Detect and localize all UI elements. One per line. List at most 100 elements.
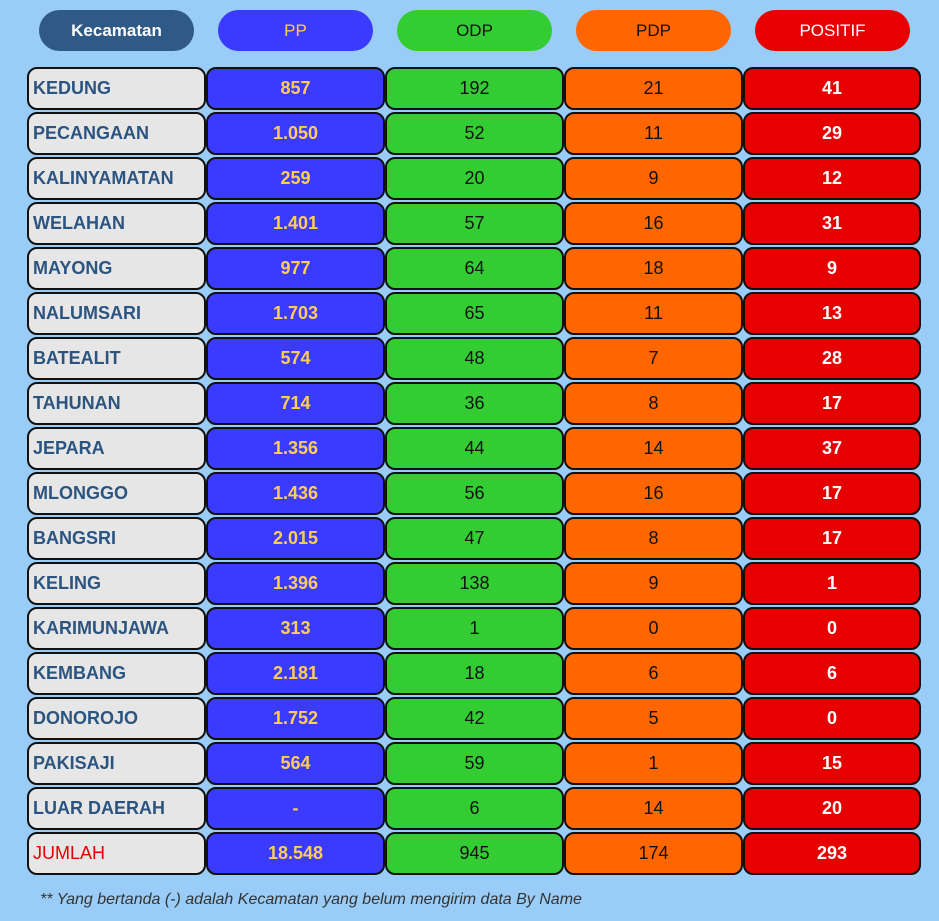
table-row: MAYONG 977 64 18 9	[0, 247, 939, 292]
cell-name: WELAHAN	[27, 202, 206, 245]
cell-odp: 64	[385, 247, 564, 290]
cell-pdp: 6	[564, 652, 743, 695]
cell-pdp: 21	[564, 67, 743, 110]
cell-positif: 0	[743, 607, 921, 650]
cell-pp: 1.401	[206, 202, 385, 245]
cell-pdp: 16	[564, 472, 743, 515]
cell-name: DONOROJO	[27, 697, 206, 740]
table-row: KELING 1.396 138 9 1	[0, 562, 939, 607]
total-row: JUMLAH 18.548 945 174 293	[0, 832, 939, 877]
total-cell-odp: 945	[385, 832, 564, 875]
cell-name: JEPARA	[27, 427, 206, 470]
table-row: PECANGAAN 1.050 52 11 29	[0, 112, 939, 157]
total-cell-pp: 18.548	[206, 832, 385, 875]
cell-pp: 977	[206, 247, 385, 290]
cell-pp: 1.703	[206, 292, 385, 335]
cell-odp: 47	[385, 517, 564, 560]
cell-name: BATEALIT	[27, 337, 206, 380]
cell-pp: 1.752	[206, 697, 385, 740]
table-row: KALINYAMATAN 259 20 9 12	[0, 157, 939, 202]
cell-pp: 1.396	[206, 562, 385, 605]
cell-positif: 9	[743, 247, 921, 290]
header-positif: POSITIF	[755, 10, 910, 51]
cell-pdp: 11	[564, 112, 743, 155]
table-row: PAKISAJI 564 59 1 15	[0, 742, 939, 787]
cell-odp: 6	[385, 787, 564, 830]
cell-pdp: 8	[564, 382, 743, 425]
cell-name: LUAR DAERAH	[27, 787, 206, 830]
cell-pdp: 14	[564, 427, 743, 470]
header-kecamatan: Kecamatan	[39, 10, 194, 51]
cell-positif: 1	[743, 562, 921, 605]
cell-name: PAKISAJI	[27, 742, 206, 785]
cell-positif: 13	[743, 292, 921, 335]
cell-odp: 42	[385, 697, 564, 740]
table-row: MLONGGO 1.436 56 16 17	[0, 472, 939, 517]
cell-pp: 1.356	[206, 427, 385, 470]
cell-pp: 857	[206, 67, 385, 110]
cell-positif: 20	[743, 787, 921, 830]
cell-pdp: 11	[564, 292, 743, 335]
table-row: KEDUNG 857 192 21 41	[0, 67, 939, 112]
cell-positif: 17	[743, 517, 921, 560]
cell-name: KEDUNG	[27, 67, 206, 110]
cell-name: KEMBANG	[27, 652, 206, 695]
cell-odp: 44	[385, 427, 564, 470]
table-row: KARIMUNJAWA 313 1 0 0	[0, 607, 939, 652]
cell-pp: 1.050	[206, 112, 385, 155]
total-cell-pdp: 174	[564, 832, 743, 875]
cell-positif: 17	[743, 382, 921, 425]
cell-name: KARIMUNJAWA	[27, 607, 206, 650]
cell-pdp: 9	[564, 562, 743, 605]
cell-positif: 31	[743, 202, 921, 245]
table-row: TAHUNAN 714 36 8 17	[0, 382, 939, 427]
cell-odp: 192	[385, 67, 564, 110]
cell-pdp: 18	[564, 247, 743, 290]
cell-pdp: 8	[564, 517, 743, 560]
cell-pdp: 7	[564, 337, 743, 380]
header-pp: PP	[218, 10, 373, 51]
table-row: JEPARA 1.356 44 14 37	[0, 427, 939, 472]
cell-pp: 2.181	[206, 652, 385, 695]
cell-pp: 259	[206, 157, 385, 200]
cell-odp: 59	[385, 742, 564, 785]
table-row: DONOROJO 1.752 42 5 0	[0, 697, 939, 742]
cell-pp: 313	[206, 607, 385, 650]
cell-odp: 48	[385, 337, 564, 380]
table-row: WELAHAN 1.401 57 16 31	[0, 202, 939, 247]
header-pdp: PDP	[576, 10, 731, 51]
cell-pp: 2.015	[206, 517, 385, 560]
footnote: ** Yang bertanda (-) adalah Kecamatan ya…	[40, 891, 582, 908]
cell-name: TAHUNAN	[27, 382, 206, 425]
cell-positif: 28	[743, 337, 921, 380]
table-row: NALUMSARI 1.703 65 11 13	[0, 292, 939, 337]
cell-pdp: 9	[564, 157, 743, 200]
total-cell-name: JUMLAH	[27, 832, 206, 875]
cell-name: MAYONG	[27, 247, 206, 290]
cell-positif: 29	[743, 112, 921, 155]
cell-name: PECANGAAN	[27, 112, 206, 155]
cell-positif: 15	[743, 742, 921, 785]
cell-pdp: 14	[564, 787, 743, 830]
cell-pp: 564	[206, 742, 385, 785]
cell-pp: 574	[206, 337, 385, 380]
cell-odp: 52	[385, 112, 564, 155]
cell-odp: 1	[385, 607, 564, 650]
cell-name: KALINYAMATAN	[27, 157, 206, 200]
cell-positif: 41	[743, 67, 921, 110]
cell-name: MLONGGO	[27, 472, 206, 515]
cell-positif: 6	[743, 652, 921, 695]
cell-pdp: 1	[564, 742, 743, 785]
cell-positif: 12	[743, 157, 921, 200]
cell-odp: 65	[385, 292, 564, 335]
cell-pdp: 0	[564, 607, 743, 650]
header-odp: ODP	[397, 10, 552, 51]
cell-pp: 1.436	[206, 472, 385, 515]
cell-odp: 18	[385, 652, 564, 695]
table-row: BATEALIT 574 48 7 28	[0, 337, 939, 382]
cell-pdp: 16	[564, 202, 743, 245]
cell-positif: 17	[743, 472, 921, 515]
cell-name: NALUMSARI	[27, 292, 206, 335]
table-row: LUAR DAERAH -6 14 20	[0, 787, 939, 832]
table-row: KEMBANG 2.181 18 6 6	[0, 652, 939, 697]
